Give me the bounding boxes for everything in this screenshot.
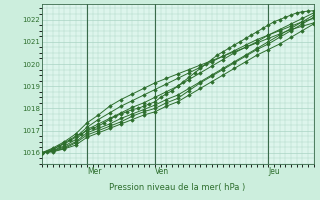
Text: Jeu: Jeu bbox=[268, 167, 280, 176]
X-axis label: Pression niveau de la mer( hPa ): Pression niveau de la mer( hPa ) bbox=[109, 183, 246, 192]
Text: Ven: Ven bbox=[155, 167, 169, 176]
Text: Mer: Mer bbox=[87, 167, 101, 176]
